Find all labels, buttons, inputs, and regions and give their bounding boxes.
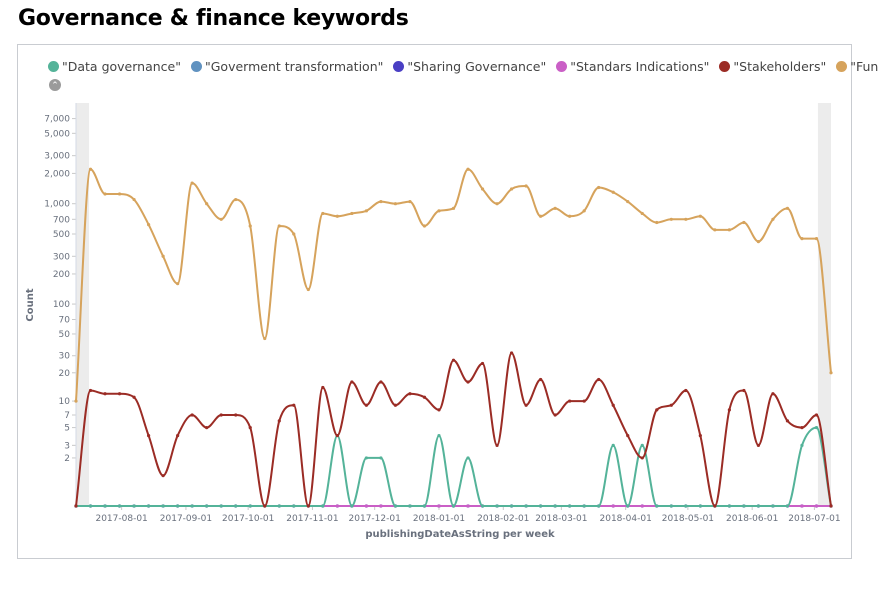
- legend-label: "Goverment transformation": [204, 59, 384, 74]
- legend-item-data-governance[interactable]: "Data governance": [48, 59, 181, 74]
- chart-panel: "Data governance" "Goverment transformat…: [17, 44, 879, 559]
- legend-dot: [719, 61, 731, 72]
- page-title: Governance & finance keywords: [18, 6, 409, 31]
- legend-label: "Sharing Governance": [407, 59, 547, 74]
- legend-item-funding[interactable]: "Funding": [836, 59, 879, 74]
- legend-item-goverment-transformation[interactable]: "Goverment transformation": [190, 59, 384, 74]
- legend-dot: [190, 61, 202, 72]
- legend-dot: [836, 61, 848, 72]
- legend: "Data governance" "Goverment transformat…: [48, 59, 879, 74]
- chevron-up-icon[interactable]: ⌃: [49, 79, 61, 91]
- legend-item-sharing-governance[interactable]: "Sharing Governance": [393, 59, 546, 74]
- legend-label: "Funding": [850, 59, 879, 74]
- legend-dot: [556, 61, 568, 72]
- legend-label: "Stakeholders": [733, 59, 827, 74]
- legend-label: "Data governance": [62, 59, 181, 74]
- legend-item-stakeholders[interactable]: "Stakeholders": [719, 59, 826, 74]
- legend-dot: [48, 61, 59, 72]
- legend-label: "Standars Indications": [570, 59, 710, 74]
- legend-dot: [393, 61, 405, 72]
- legend-item-standars-indications[interactable]: "Standars Indications": [556, 59, 709, 74]
